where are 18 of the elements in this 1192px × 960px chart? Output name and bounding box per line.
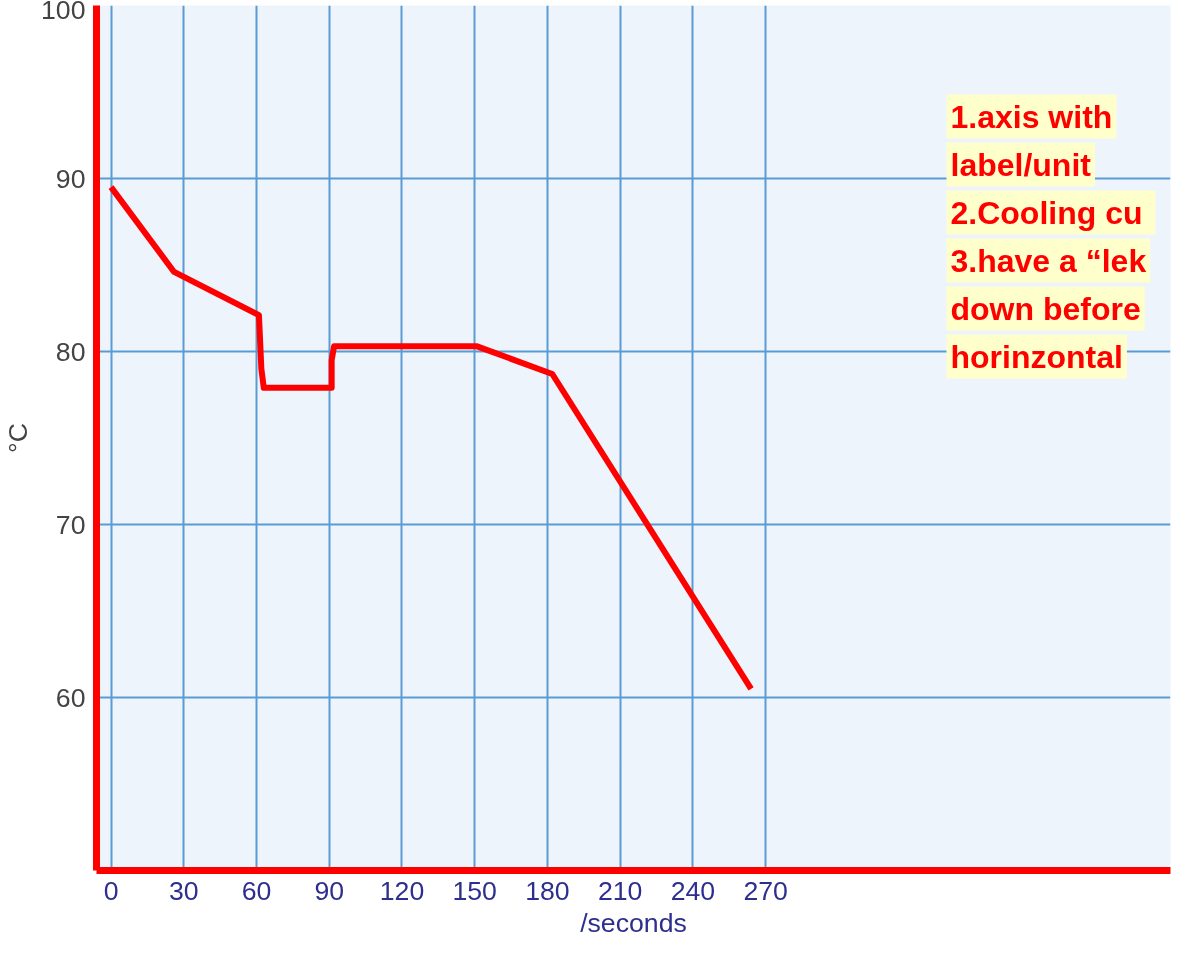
y-tick-label: 90	[55, 163, 86, 194]
x-tick-label: 30	[168, 875, 199, 906]
x-tick-label: 120	[379, 875, 425, 906]
y-tick-label: 80	[55, 336, 86, 367]
annotation: 1.axis with label/unit 2.Cooling cu 3.have a “lek down before horinzontal	[950, 98, 1147, 375]
y-tick-label: 100	[41, 0, 86, 25]
x-tick-label: 150	[452, 875, 497, 906]
x-tick-label: 0	[103, 875, 119, 906]
y-tick-label: 70	[55, 509, 86, 540]
x-tick-label: 240	[670, 875, 716, 906]
y-axis-title: °C	[3, 423, 34, 453]
y-tick-label: 60	[55, 682, 86, 713]
x-tick-label: 210	[597, 875, 643, 906]
x-tick-label: 90	[314, 875, 345, 906]
x-tick-label: 60	[241, 875, 272, 906]
x-tick-label: 180	[525, 875, 570, 906]
x-axis-title: /seconds	[580, 907, 687, 938]
x-tick-label: 270	[743, 875, 788, 906]
